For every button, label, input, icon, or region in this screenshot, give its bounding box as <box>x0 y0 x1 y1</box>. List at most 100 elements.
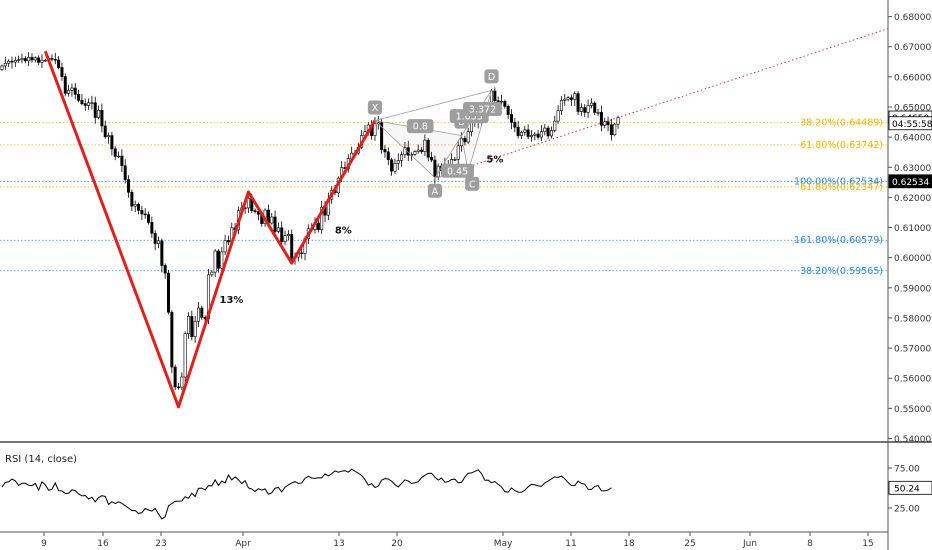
candle <box>3 56 7 70</box>
candle <box>290 229 294 263</box>
zigzag-pct-label: 8% <box>335 226 352 237</box>
candle <box>420 146 424 154</box>
candle-body <box>523 129 527 133</box>
pattern-ratio-label-bg <box>406 119 434 134</box>
candle <box>77 89 81 103</box>
candle-body <box>290 234 294 259</box>
candle <box>143 208 147 219</box>
candle-body <box>140 210 144 215</box>
candle-body <box>150 222 154 234</box>
candle-body <box>17 59 21 61</box>
candle <box>536 130 540 140</box>
time-tick-label: 13 <box>333 539 344 549</box>
candle <box>180 372 184 390</box>
candle-body <box>283 235 287 242</box>
candle-body <box>246 198 250 209</box>
candle <box>523 125 527 136</box>
candle <box>463 135 467 146</box>
candle-body <box>107 135 111 138</box>
price-badge: 04:55:58 <box>892 120 932 130</box>
price-axis[interactable]: 0.68000 0.67000 0.66000 0.65000 0.64000 0.630… <box>887 0 932 550</box>
candle <box>30 53 34 63</box>
candle-body <box>30 56 34 61</box>
time-axis[interactable]: 9 16 23 Apr 13 20 May 11 18 25 Jun 8 15 <box>0 531 888 549</box>
candle-body <box>226 240 230 243</box>
candle <box>426 138 430 162</box>
candle <box>167 269 171 315</box>
candle <box>100 103 104 133</box>
candle <box>157 236 161 249</box>
candle <box>606 116 610 132</box>
candle-body <box>589 102 593 106</box>
price-tick-label: 0.60000 <box>894 254 931 264</box>
pattern-ratio-label: 0.8 <box>413 122 428 133</box>
time-tick-label: 18 <box>623 539 635 549</box>
candle <box>563 93 567 106</box>
time-tick-label: 11 <box>565 539 576 549</box>
candle <box>320 200 324 234</box>
candle <box>190 310 194 341</box>
candle-body <box>466 131 470 143</box>
candle-body <box>23 58 27 62</box>
candle <box>50 54 54 62</box>
price-tick-label: 0.61000 <box>894 224 931 234</box>
candle-body <box>576 93 580 112</box>
candle-body <box>543 127 547 132</box>
price-tick-label: 0.62000 <box>894 194 931 204</box>
candle-body <box>509 114 513 123</box>
candle-body <box>526 129 530 137</box>
price-tick-label: 0.59000 <box>894 284 931 294</box>
rsi-tick-label: 25.00 <box>894 505 920 515</box>
candle <box>60 62 64 81</box>
candle <box>40 54 44 68</box>
candle-body <box>583 107 587 113</box>
candle <box>519 130 523 140</box>
candle <box>107 132 111 144</box>
candle <box>186 312 190 339</box>
candle-body <box>533 133 537 136</box>
candle <box>423 134 427 156</box>
candle-body <box>573 93 577 100</box>
candle <box>546 125 550 139</box>
candle-body <box>70 87 74 91</box>
pattern-point-label-bg <box>367 100 383 115</box>
candle <box>110 131 114 156</box>
candle <box>286 230 290 241</box>
candle <box>586 99 590 118</box>
candle <box>150 216 154 238</box>
candle <box>253 208 257 214</box>
candle <box>506 104 510 120</box>
price-tick-label: 0.64000 <box>894 134 931 144</box>
candle-body <box>453 159 457 161</box>
candle-body <box>280 227 284 242</box>
price-tick-label: 0.67000 <box>894 43 931 53</box>
candle-body <box>556 110 560 122</box>
pattern-point-label-bg <box>465 176 480 191</box>
time-tick-label: May <box>494 539 513 549</box>
candle-body <box>50 58 54 60</box>
candle-body <box>123 165 127 180</box>
candle <box>529 130 533 142</box>
candle <box>170 310 174 373</box>
candle-body <box>559 100 563 111</box>
candle <box>70 83 74 97</box>
rsi-pane: RSI (14, close) 75.00 25.00 50.24 <box>1 454 932 520</box>
candle-body <box>137 204 141 211</box>
candles <box>0 52 620 391</box>
candle-body <box>286 234 290 236</box>
candle-body <box>186 316 190 334</box>
candle-body <box>566 97 570 100</box>
candle-body <box>253 210 257 212</box>
candle <box>386 147 390 166</box>
candle-body <box>216 250 220 269</box>
price-tick-label: 0.58000 <box>894 314 931 324</box>
candle-body <box>549 130 553 137</box>
candle-body <box>80 100 84 104</box>
candle-body <box>513 122 517 128</box>
candle-body <box>193 320 197 337</box>
candle-body <box>20 58 24 60</box>
candle-body <box>300 252 304 254</box>
candle <box>526 124 530 140</box>
